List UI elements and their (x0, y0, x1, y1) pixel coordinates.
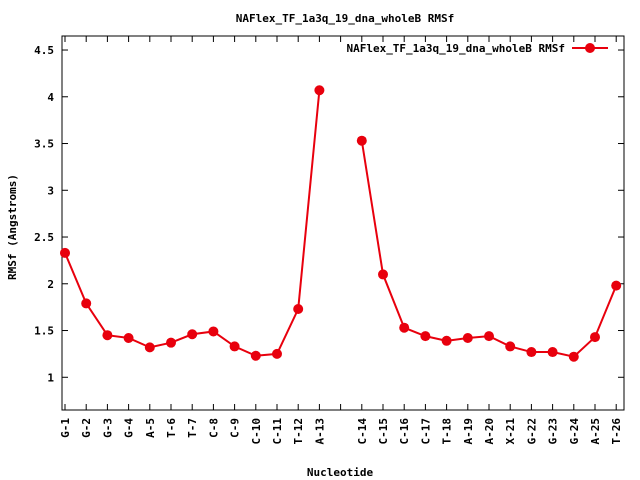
data-point (102, 330, 113, 341)
data-point (505, 341, 516, 352)
x-tick-label: G-3 (101, 418, 114, 438)
x-tick-label: C-16 (398, 418, 411, 445)
x-tick-label: G-24 (568, 418, 581, 445)
data-point (611, 280, 622, 291)
x-tick-label: T-7 (186, 418, 199, 438)
y-tick-label: 3 (47, 184, 54, 197)
plot-frame (61, 35, 625, 411)
data-point (526, 347, 537, 358)
x-tick-label: C-8 (207, 418, 220, 438)
x-tick-label: C-14 (356, 418, 369, 445)
x-tick-label: G-22 (525, 418, 538, 445)
data-point (229, 341, 240, 352)
x-tick-label: A-20 (483, 418, 496, 445)
x-tick-label: X-21 (504, 418, 517, 445)
y-axis-label: RMSf (Angstroms) (6, 174, 19, 280)
legend-marker-sample (585, 43, 595, 53)
data-point (547, 347, 558, 358)
series-line (64, 90, 321, 357)
x-tick-label: A-5 (144, 418, 157, 438)
x-tick-label: A-19 (462, 418, 475, 445)
y-tick-label: 1.5 (34, 325, 54, 338)
x-tick-label: C-10 (250, 418, 263, 445)
data-point (462, 333, 473, 344)
data-point (399, 322, 410, 333)
x-tick-label: T-12 (292, 418, 305, 445)
x-axis-label: Nucleotide (307, 466, 374, 479)
data-point (250, 350, 261, 361)
data-point (356, 135, 367, 146)
data-point (60, 247, 70, 258)
data-point (484, 331, 494, 342)
data-point (378, 269, 388, 280)
y-tick-label: 3.5 (34, 138, 54, 151)
legend-label: NAFlex_TF_1a3q_19_dna_wholeB RMSf (346, 42, 565, 55)
data-point (293, 304, 304, 315)
x-axis: G-1 G-2 G-3 G-4 A-5 T-6 T-7 C-8 C-9 C-10 C-11 T-12 A… (59, 36, 623, 445)
y-tick-label: 4 (47, 91, 54, 104)
data-point (590, 332, 600, 343)
data-point (81, 298, 92, 309)
legend: NAFlex_TF_1a3q_19_dna_wholeB RMSf (346, 42, 608, 55)
data-point (441, 335, 452, 346)
data-point (123, 333, 134, 344)
x-tick-label: G-23 (547, 418, 560, 445)
data-point (314, 85, 325, 96)
data-point (208, 326, 219, 337)
x-tick-label: T-6 (165, 418, 178, 438)
x-tick-label: T-18 (441, 418, 454, 445)
data-point (272, 348, 282, 359)
x-tick-label: G-4 (123, 418, 136, 438)
y-axis: 1 1.5 2 2.5 3 3.5 4 4.5 (34, 44, 624, 384)
y-tick-label: 2 (47, 278, 54, 291)
y-tick-label: 4.5 (34, 44, 54, 57)
y-tick-label: 2.5 (34, 231, 54, 244)
data-point (420, 331, 431, 342)
x-tick-label: G-2 (80, 418, 93, 438)
x-tick-label: C-15 (377, 418, 390, 445)
x-tick-label: A-25 (589, 418, 602, 445)
x-tick-label: T-26 (610, 418, 623, 445)
data-point (187, 329, 198, 340)
y-tick-label: 1 (47, 371, 54, 384)
chart-title: NAFlex_TF_1a3q_19_dna_wholeB RMSf (236, 12, 455, 25)
x-tick-label: A-13 (313, 418, 326, 445)
data-point (166, 337, 176, 348)
data-point (568, 351, 579, 362)
series-line (360, 140, 618, 358)
x-tick-label: C-17 (419, 418, 432, 445)
x-tick-label: C-9 (229, 418, 242, 438)
x-tick-label: C-11 (271, 418, 284, 445)
data-point (144, 342, 155, 353)
series-layer (60, 85, 622, 362)
x-tick-label: G-1 (59, 418, 72, 438)
